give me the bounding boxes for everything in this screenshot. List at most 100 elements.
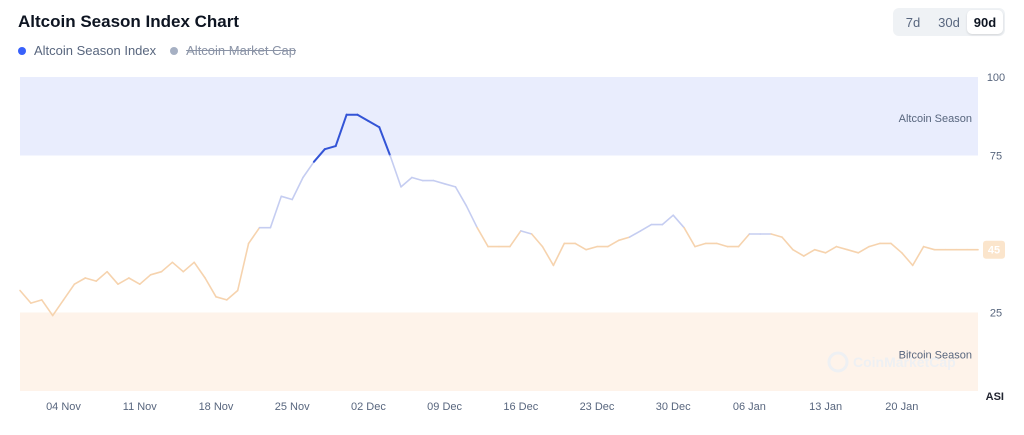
line-segment	[40, 299, 54, 317]
data-point	[651, 224, 653, 226]
line-segment	[661, 214, 675, 226]
line-segment	[737, 233, 751, 248]
line-segment	[541, 245, 555, 267]
line-segment	[824, 245, 838, 254]
line-segment	[128, 277, 141, 286]
line-segment	[19, 289, 32, 304]
data-point	[422, 180, 424, 182]
chart-legend: Altcoin Season Index Altcoin Market Cap	[18, 43, 310, 58]
line-segment	[182, 261, 195, 273]
legend-item-altcoin-market-cap[interactable]: Altcoin Market Cap	[170, 43, 296, 58]
data-point	[694, 246, 696, 248]
data-point	[966, 249, 968, 251]
data-point	[923, 246, 925, 248]
x-tick-label: 30 Dec	[656, 401, 691, 413]
data-point	[662, 224, 664, 226]
line-segment	[432, 179, 446, 185]
line-segment	[84, 277, 97, 282]
range-button-90d[interactable]: 90d	[967, 10, 1003, 34]
data-point	[215, 296, 217, 298]
line-segment	[628, 230, 642, 238]
line-segment	[509, 230, 522, 248]
data-point	[836, 246, 838, 248]
data-point	[564, 243, 566, 245]
legend-item-altcoin-season-index[interactable]: Altcoin Season Index	[18, 43, 156, 58]
watermark-text: CoinMarketCap	[853, 354, 956, 370]
line-segment	[835, 245, 849, 251]
data-point	[705, 243, 707, 245]
data-point	[139, 283, 141, 285]
line-segment	[334, 113, 348, 148]
line-segment	[411, 176, 424, 182]
range-button-30d[interactable]: 30d	[931, 10, 967, 34]
badge-background	[983, 240, 1005, 259]
data-point	[955, 249, 957, 251]
data-point	[792, 249, 794, 251]
time-range-toggle: 7d 30d 90d	[893, 8, 1005, 36]
data-point	[498, 246, 500, 248]
line-segment	[269, 195, 283, 229]
data-point	[52, 315, 54, 317]
data-point	[476, 227, 478, 229]
x-tick-label: 11 Nov	[123, 401, 158, 413]
data-point	[313, 161, 315, 163]
data-point	[128, 277, 130, 279]
line-segment	[683, 226, 696, 248]
data-point	[542, 246, 544, 248]
line-segment	[846, 248, 860, 254]
data-point	[596, 246, 598, 248]
line-segment	[193, 261, 206, 279]
line-segment	[465, 204, 479, 229]
data-point	[63, 299, 65, 301]
data-point	[749, 233, 751, 235]
data-point	[444, 183, 446, 185]
data-point	[760, 233, 762, 235]
data-point	[74, 283, 76, 285]
x-tick-label: 20 Jan	[885, 401, 918, 413]
line-segment	[117, 277, 130, 286]
line-segment	[62, 283, 76, 301]
line-segment	[389, 154, 402, 188]
data-point	[977, 249, 979, 251]
data-point	[781, 236, 783, 238]
line-segment	[715, 242, 729, 248]
x-tick-label: 25 Nov	[275, 401, 310, 413]
data-point	[487, 246, 489, 248]
line-segment	[247, 226, 261, 245]
line-segment	[226, 289, 239, 301]
data-point	[183, 271, 185, 273]
bitcoin-season-zone	[20, 312, 978, 391]
line-segment	[617, 236, 631, 242]
data-point	[172, 262, 174, 264]
legend-dot-icon	[18, 46, 26, 55]
data-point	[629, 236, 631, 238]
range-button-7d[interactable]: 7d	[895, 10, 931, 34]
line-segment	[802, 248, 816, 257]
data-point	[814, 249, 816, 251]
data-point	[585, 249, 587, 251]
line-segment	[30, 299, 43, 304]
data-point	[553, 265, 555, 267]
line-segment	[639, 223, 653, 232]
data-point	[825, 252, 827, 254]
series-line	[19, 113, 979, 317]
line-segment	[585, 245, 598, 251]
line-segment	[781, 236, 794, 251]
data-point	[727, 246, 729, 248]
data-point	[30, 302, 32, 304]
line-segment	[443, 183, 457, 188]
x-tick-label: 04 Nov	[46, 401, 81, 413]
line-segment	[106, 270, 119, 286]
data-point	[520, 230, 522, 232]
data-point	[193, 262, 195, 264]
data-point	[357, 114, 359, 116]
bitcoin-season-label: Bitcoin Season	[899, 350, 972, 362]
line-segment	[51, 299, 65, 317]
coinmarketcap-watermark: CoinMarketCap	[827, 351, 956, 373]
line-segment	[356, 113, 370, 122]
data-point	[270, 227, 272, 229]
line-segment	[171, 261, 185, 273]
data-point	[912, 265, 914, 267]
x-tick-label: 09 Dec	[427, 401, 462, 413]
